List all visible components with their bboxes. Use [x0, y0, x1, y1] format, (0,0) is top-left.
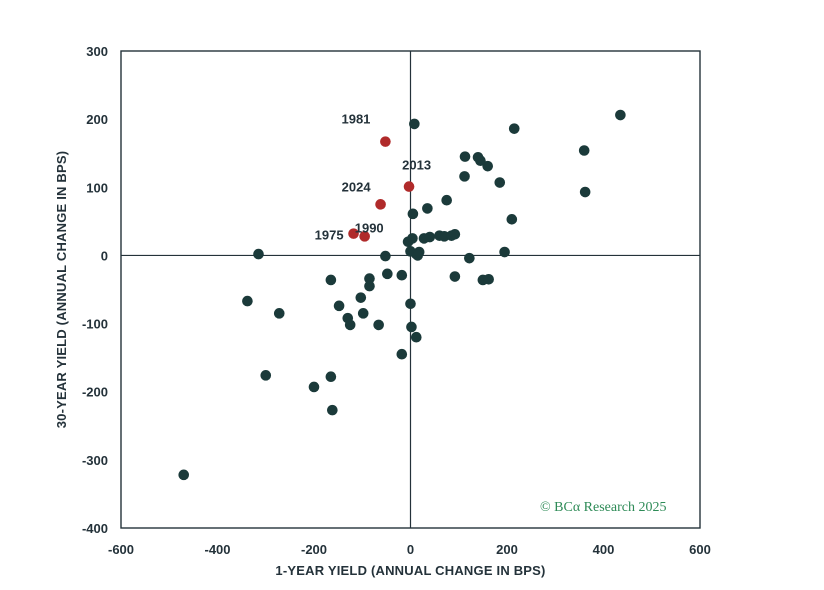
data-point [407, 233, 418, 244]
data-point [273, 308, 285, 319]
data-point [508, 123, 520, 134]
annotation-label: 2013 [402, 158, 431, 173]
data-point [333, 300, 345, 312]
y-tick-label: 200 [86, 112, 108, 127]
data-point [260, 370, 272, 381]
annotation-label: 1981 [341, 112, 370, 127]
x-tick-label: -200 [301, 542, 327, 557]
data-point [579, 186, 591, 198]
data-point [382, 268, 393, 280]
data-point [449, 229, 461, 240]
source-credit: © BCα Research 2025 [540, 500, 666, 515]
data-point [482, 160, 494, 172]
y-tick-label: 300 [86, 44, 108, 59]
data-point [494, 177, 506, 188]
data-point [424, 231, 436, 243]
y-tick-label: 0 [101, 248, 108, 263]
data-point [327, 404, 338, 416]
highlighted-data-point [375, 199, 386, 210]
data-point [253, 248, 264, 260]
data-point [308, 381, 320, 393]
annotation-label: 1975 [315, 228, 344, 243]
data-point [407, 208, 419, 220]
y-tick-label: -300 [82, 453, 108, 468]
data-point [325, 274, 337, 286]
data-point [178, 469, 190, 481]
data-point [344, 319, 356, 331]
annotation-label: 1990 [355, 220, 384, 235]
highlighted-data-point [380, 136, 391, 147]
data-point [413, 246, 425, 258]
highlighted-data-point [403, 181, 415, 192]
highlighted-data-point [348, 228, 359, 239]
data-point [483, 273, 494, 285]
data-point [409, 118, 420, 130]
credit-prefix: © BC [540, 500, 573, 515]
data-point [578, 145, 590, 156]
data-point [364, 280, 375, 292]
data-point [459, 151, 471, 162]
x-tick-label: -400 [204, 542, 230, 557]
data-point [506, 214, 518, 225]
data-point [355, 292, 367, 303]
year-annotations: 1981 2013 2024 1975 1990 [315, 112, 431, 243]
data-point [406, 321, 417, 333]
x-tick-label: 400 [593, 542, 615, 557]
data-point [475, 155, 486, 167]
y-tick-label: 100 [86, 180, 108, 195]
data-points [178, 109, 626, 481]
y-tick-label: -100 [82, 317, 108, 332]
y-axis-title: 30-YEAR YIELD (ANNUAL CHANGE IN BPS) [54, 151, 69, 429]
data-point [405, 298, 416, 310]
credit-suffix: Research 2025 [580, 500, 666, 515]
x-tick-label: -600 [108, 542, 134, 557]
data-point [499, 246, 510, 258]
y-axis-ticks: 300 200 100 0 -100 -200 -300 -400 [82, 44, 108, 536]
data-point [449, 271, 461, 282]
data-point [396, 348, 408, 360]
data-point [357, 308, 369, 319]
annotation-label: 2024 [342, 179, 372, 194]
data-point [373, 319, 384, 331]
data-point [325, 371, 337, 383]
data-point [459, 171, 470, 182]
x-axis-ticks: -600 -400 -200 0 200 400 600 [108, 542, 711, 557]
x-tick-label: 600 [689, 542, 711, 557]
highlighted-data-point [359, 231, 370, 242]
x-axis-title: 1-YEAR YIELD (ANNUAL CHANGE IN BPS) [275, 563, 545, 578]
data-point [396, 269, 408, 281]
x-tick-label: 200 [496, 542, 518, 557]
data-point [615, 109, 626, 121]
data-point [464, 252, 475, 264]
data-point [242, 295, 253, 307]
y-tick-label: -400 [82, 521, 108, 536]
data-point [380, 250, 391, 262]
data-point [441, 194, 452, 206]
credit-alpha: α [573, 500, 581, 515]
y-tick-label: -200 [82, 385, 108, 400]
data-point [364, 273, 375, 284]
x-tick-label: 0 [407, 542, 414, 557]
data-point [410, 331, 422, 343]
data-point [422, 203, 433, 214]
